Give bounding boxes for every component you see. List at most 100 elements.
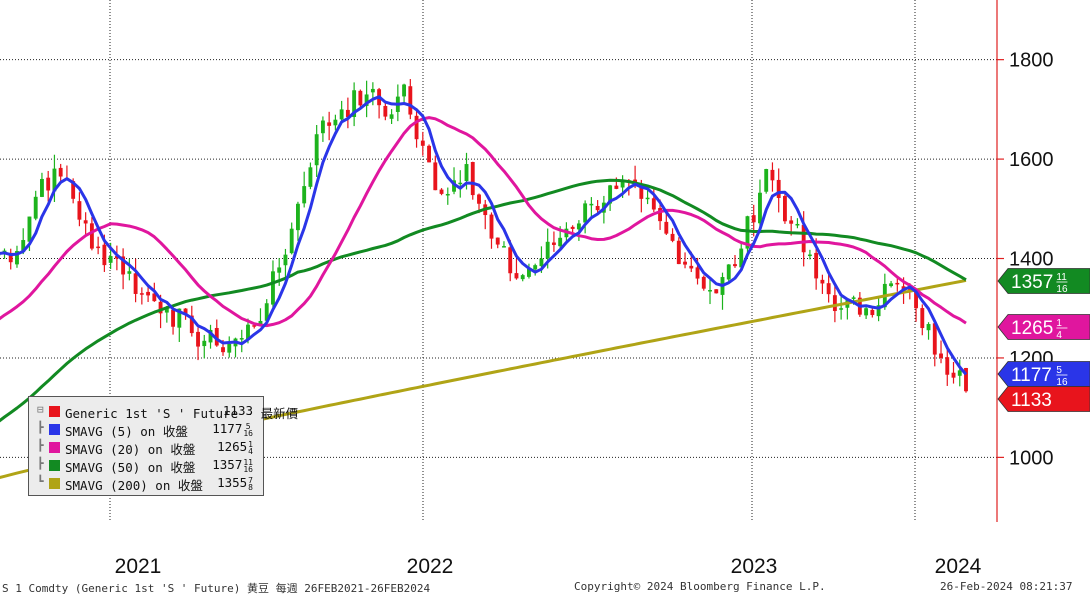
candle-body xyxy=(164,308,169,313)
x-tick-label: 2021 xyxy=(115,555,162,578)
candle-body xyxy=(758,192,762,224)
candle-body xyxy=(764,169,769,192)
candle-body xyxy=(551,242,556,245)
candle-body xyxy=(352,90,357,118)
candle-body xyxy=(714,289,719,294)
candle-body xyxy=(96,246,101,249)
candle-body xyxy=(739,248,744,268)
candle-body xyxy=(520,275,525,280)
value-tag-fraction: 16 xyxy=(1056,377,1068,388)
candle-body xyxy=(664,221,669,234)
candle-body xyxy=(152,293,157,302)
candle-body xyxy=(71,181,76,199)
legend-item-sma20: ┣ SMAVG (20) on 收盤 12651 4 xyxy=(37,439,259,457)
candle-body xyxy=(708,290,712,292)
candle-body xyxy=(651,198,656,210)
candle-body xyxy=(452,180,456,192)
legend-swatch xyxy=(49,442,60,453)
candle-body xyxy=(926,324,931,331)
legend-tree-icon: ┣ xyxy=(37,439,44,452)
candle-body xyxy=(783,196,787,222)
candle-body xyxy=(533,265,538,270)
candle-body xyxy=(420,140,425,146)
legend-item-price: ⊟ Generic 1st 'S ' Future - 最新價 1133 xyxy=(37,403,298,421)
candle-body xyxy=(570,226,575,229)
candle-body xyxy=(302,186,307,204)
candle-body xyxy=(539,258,544,267)
candle-body xyxy=(439,189,444,194)
y-tick-label: 1400 xyxy=(1009,249,1054,271)
candle-body xyxy=(514,273,519,279)
candle-body xyxy=(364,94,369,106)
candle-body xyxy=(127,271,132,274)
legend: ⊟ Generic 1st 'S ' Future - 最新價 1133 ┣ S… xyxy=(28,396,298,496)
candle-body xyxy=(608,185,613,204)
candle-body xyxy=(339,109,344,120)
legend-collapse-icon[interactable]: ⊟ xyxy=(37,403,44,416)
candle-body xyxy=(939,353,943,358)
candle-body xyxy=(895,282,900,285)
legend-value: 1177 5 16 xyxy=(212,421,253,438)
candle-body xyxy=(258,320,263,326)
candle-body xyxy=(314,134,319,166)
value-tag-fraction: 4 xyxy=(1056,330,1062,341)
x-tick-label: 2024 xyxy=(935,555,982,578)
candle-body xyxy=(289,228,294,254)
candle-body xyxy=(8,252,13,263)
candle-body xyxy=(345,109,350,118)
candle-body xyxy=(370,88,375,93)
candle-body xyxy=(814,252,819,279)
value-tag-label: 1357 xyxy=(1011,272,1053,293)
candle-body xyxy=(189,315,194,334)
value-tag-fraction: 1 xyxy=(1056,318,1062,329)
candle-body xyxy=(121,256,126,275)
candle-body xyxy=(383,105,388,117)
y-tick-label: 1000 xyxy=(1009,447,1054,469)
candle-body xyxy=(695,267,700,279)
sma5-line xyxy=(0,95,968,376)
legend-label: SMAVG (50) on 收盤 xyxy=(65,460,196,475)
footer-copyright: Copyright© 2024 Bloomberg Finance L.P. xyxy=(574,580,826,593)
candle-body xyxy=(433,162,438,191)
x-tick-label: 2023 xyxy=(731,555,778,578)
candle-body xyxy=(15,251,19,265)
candle-body xyxy=(583,203,588,223)
candle-body xyxy=(277,267,282,273)
candle-body xyxy=(645,197,650,200)
candle-body xyxy=(333,119,338,126)
candle-body xyxy=(158,301,163,314)
candle-body xyxy=(183,308,188,315)
candle-body xyxy=(271,271,275,305)
candle-body xyxy=(308,167,313,187)
legend-value: 12651 4 xyxy=(217,439,253,456)
candle-body xyxy=(826,283,831,295)
candle-body xyxy=(620,181,625,188)
candle-body xyxy=(239,338,244,340)
candle-body xyxy=(33,196,38,219)
value-tag xyxy=(997,386,1090,412)
candle-body xyxy=(751,215,756,223)
candle-body xyxy=(876,305,881,317)
candle-body xyxy=(40,178,44,197)
candle-body xyxy=(558,237,563,247)
candle-body xyxy=(414,115,419,140)
candle-body xyxy=(945,357,950,375)
candle-body xyxy=(83,220,88,224)
candle-body xyxy=(108,256,113,263)
value-tag-fraction: 5 xyxy=(1056,365,1062,376)
candle-body xyxy=(770,169,775,181)
candle-body xyxy=(470,162,475,196)
candle-body xyxy=(2,250,7,253)
candle-body xyxy=(202,340,207,347)
candle-body xyxy=(545,241,550,259)
candle-body xyxy=(477,194,481,204)
candle-body xyxy=(807,254,812,257)
value-tag-label: 1177 xyxy=(1011,365,1052,386)
candle-body xyxy=(914,291,918,309)
candle-body xyxy=(146,291,151,296)
value-tag xyxy=(997,268,1090,294)
candle-body xyxy=(589,203,594,206)
value-tag xyxy=(997,361,1090,387)
candle-body xyxy=(527,268,531,277)
